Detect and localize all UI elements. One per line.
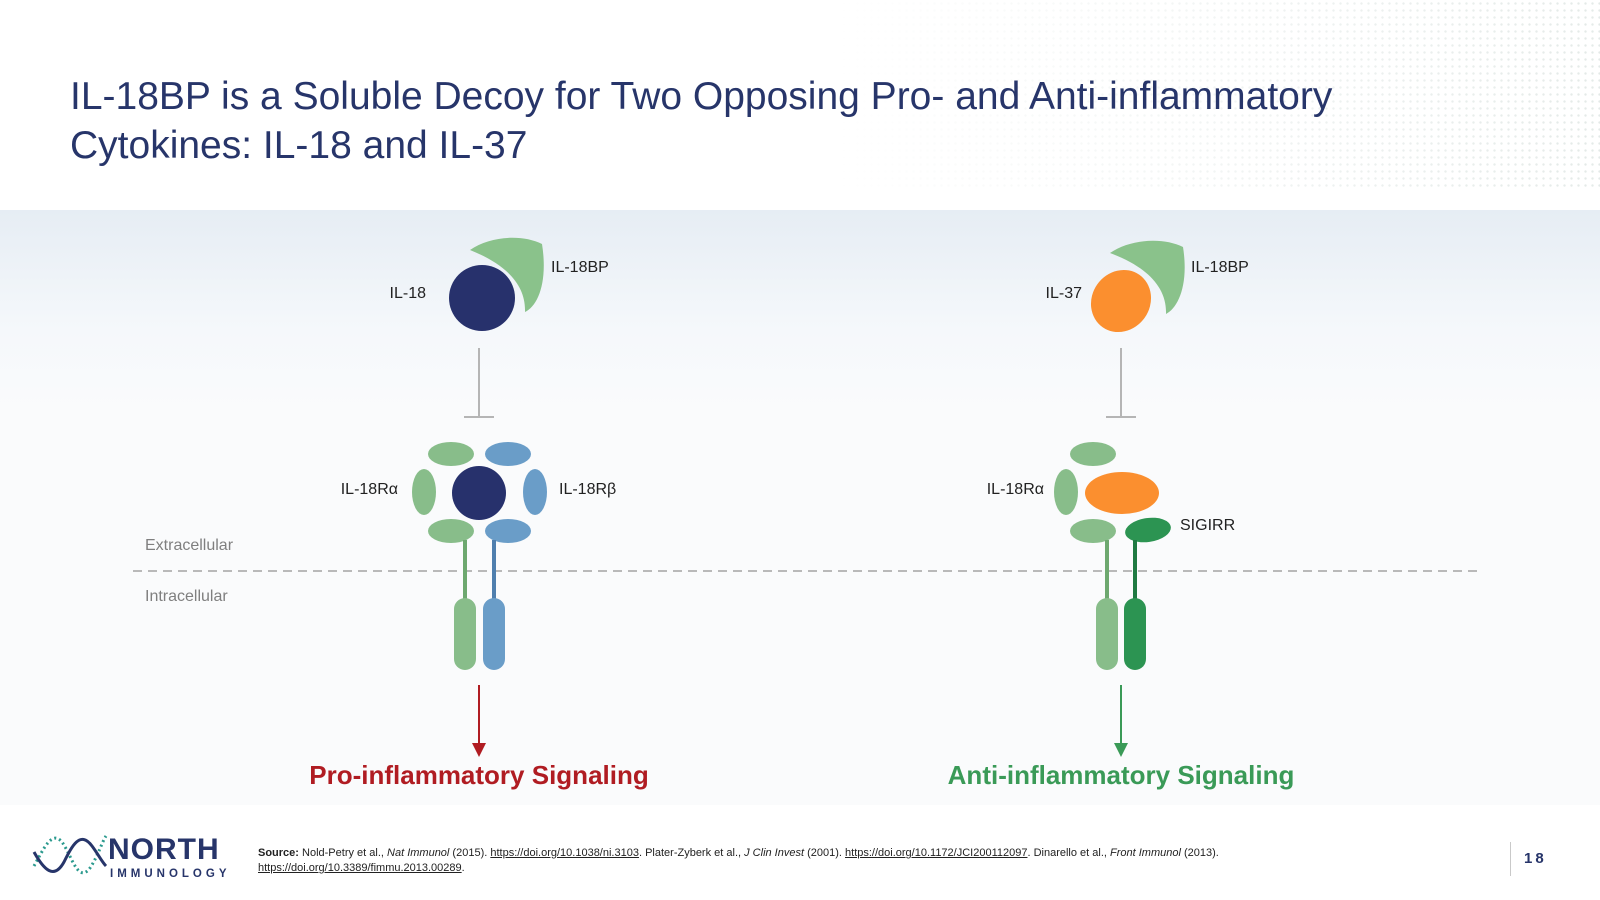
il18-ligand-bound: [452, 466, 506, 520]
il37-il18bp-complex: [1090, 240, 1185, 333]
il18bp-label-right: IL-18BP: [1191, 259, 1249, 276]
il18-label: IL-18: [389, 285, 426, 302]
page-number: 18: [1524, 850, 1547, 867]
il18ra-domain-top: [428, 442, 474, 466]
sigirr-label: SIGIRR: [1180, 517, 1236, 534]
il18ra-domain-top-right: [1070, 442, 1116, 466]
il18ra-domain-bottom-right: [1070, 519, 1116, 543]
il18-receptor-complex: [412, 442, 547, 670]
logo-wordmark: NORTH: [108, 833, 220, 866]
source-ref-3-journal: Front Immunol: [1110, 847, 1181, 859]
il18ra-domain-middle: [412, 469, 436, 515]
il18-ligand-free: [449, 265, 515, 331]
il37-ligand-bound: [1085, 472, 1159, 514]
source-ref-1-authors: Nold-Petry et al.,: [298, 847, 388, 859]
source-label: Source:: [258, 847, 299, 859]
source-ref-2-journal: J Clin Invest: [744, 847, 805, 859]
source-ref-1-journal: Nat Immunol: [387, 847, 450, 859]
il37-receptor-complex: [1054, 442, 1171, 670]
inhibition-symbol-left: [464, 348, 494, 418]
il18ra-domain-bottom: [428, 519, 474, 543]
pro-inflammatory-signaling-label: Pro-inflammatory Signaling: [309, 760, 649, 790]
il18-il18bp-complex: [449, 237, 544, 331]
il18bp-shape-right: [1110, 240, 1185, 314]
source-citation: Source: Nold-Petry et al., Nat Immunol (…: [258, 846, 1338, 876]
il18rb-label: IL-18Rβ: [559, 481, 617, 498]
logo-subtitle: IMMUNOLOGY: [110, 868, 231, 880]
il18ra-label-right: IL-18Rα: [986, 481, 1044, 498]
decorative-dot-pattern: [700, 0, 1600, 190]
anti-inflammatory-arrow: [1114, 685, 1128, 757]
diagram-background: [0, 210, 1600, 805]
il18ra-domain-middle-right: [1054, 469, 1078, 515]
source-ref-1-year: (2015).: [449, 847, 491, 859]
il18bp-label-left: IL-18BP: [551, 259, 609, 276]
anti-inflammatory-signaling-label: Anti-inflammatory Signaling: [947, 760, 1295, 790]
extracellular-label: Extracellular: [145, 537, 234, 554]
pro-inflammatory-arrow: [472, 685, 486, 757]
source-end: .: [461, 862, 465, 874]
il18ra-intracellular-domain-right: [1096, 598, 1118, 670]
source-ref-3-authors: . Dinarello et al.,: [1027, 847, 1111, 859]
source-ref-1-link[interactable]: https://doi.org/10.1038/ni.3103: [490, 847, 639, 859]
il18ra-label-left: IL-18Rα: [340, 481, 398, 498]
source-ref-2-link[interactable]: https://doi.org/10.1172/JCI200112097: [845, 847, 1028, 859]
north-immunology-logo-mark: [32, 835, 108, 875]
source-ref-2-authors: . Plater-Zyberk et al.,: [638, 847, 745, 859]
source-ref-3-link[interactable]: https://doi.org/10.3389/fimmu.2013.00289: [258, 862, 462, 874]
il18rb-domain-bottom: [485, 519, 531, 543]
slide-title: IL-18BP is a Soluble Decoy for Two Oppos…: [70, 75, 1333, 167]
il37-label: IL-37: [1045, 285, 1082, 302]
il18bp-shape-left: [470, 237, 544, 312]
source-ref-2-year: (2001).: [804, 847, 846, 859]
il18rb-domain-middle: [523, 469, 547, 515]
il18rb-intracellular-domain: [483, 598, 505, 670]
source-ref-3-year: (2013).: [1180, 847, 1219, 859]
il37-ligand-free: [1090, 269, 1152, 333]
sigirr-extracellular-domain: [1125, 517, 1171, 543]
sigirr-intracellular-domain: [1124, 598, 1146, 670]
il18rb-domain-top: [485, 442, 531, 466]
footer-divider: [1510, 842, 1511, 876]
il18ra-intracellular-domain: [454, 598, 476, 670]
inhibition-symbol-right: [1106, 348, 1136, 418]
intracellular-label: Intracellular: [145, 588, 228, 605]
